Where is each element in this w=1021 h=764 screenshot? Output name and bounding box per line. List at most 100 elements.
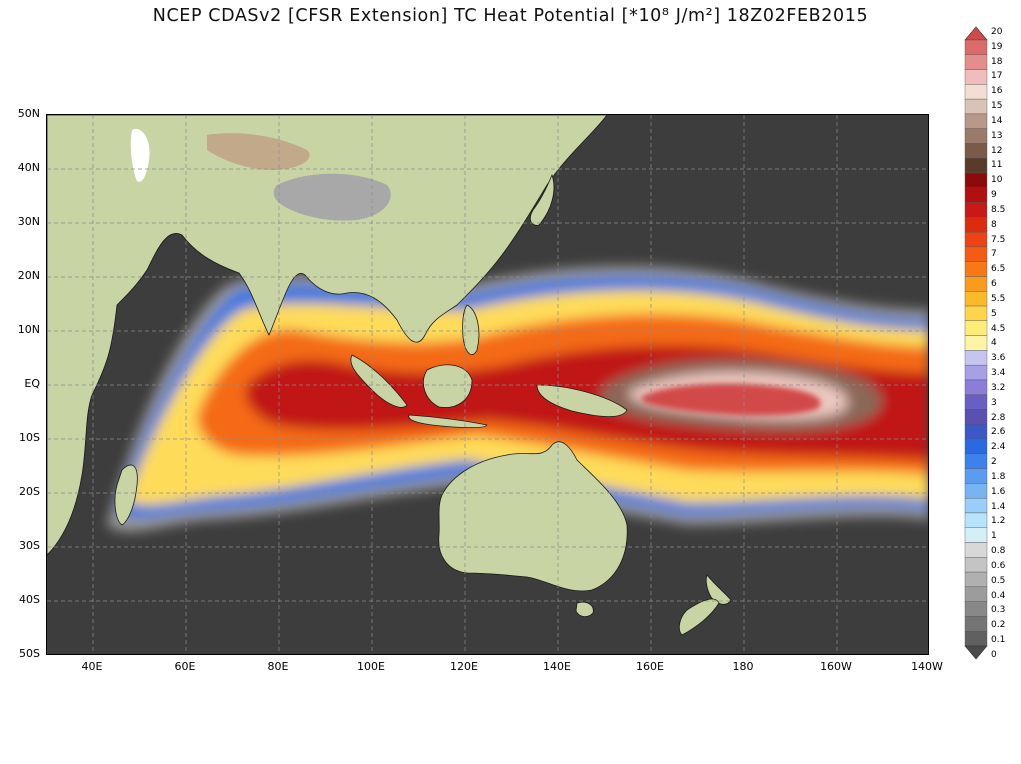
- colorbar-swatch: [964, 512, 988, 528]
- lat-label: 20S: [19, 485, 40, 498]
- colorbar-swatch: [964, 438, 988, 455]
- colorbar-tick-label: 0.4: [991, 590, 1006, 601]
- colorbar-tick-label: 20: [991, 27, 1003, 37]
- lat-label: 20N: [17, 269, 40, 282]
- colorbar-swatch: [964, 187, 988, 203]
- lon-label: 140E: [543, 660, 571, 673]
- tasmania: [575, 601, 594, 617]
- sumatra: [350, 354, 408, 408]
- colorbar-swatch: [964, 128, 988, 144]
- colorbar-swatch: [964, 246, 988, 262]
- colorbar-swatch: [964, 527, 988, 543]
- max-heat-core: [641, 383, 821, 416]
- colorbar-swatch: [964, 379, 988, 395]
- colorbar-tick-label: 11: [991, 160, 1003, 171]
- colorbar-tick-label: 12: [991, 145, 1003, 156]
- colorbar-swatch: [964, 261, 988, 277]
- colorbar-swatch: [964, 453, 988, 469]
- colorbar-tick-label: 0.1: [991, 635, 1006, 646]
- graticule: [47, 115, 928, 654]
- new-guinea: [536, 384, 628, 417]
- colorbar-tick-label: 2.8: [991, 412, 1006, 423]
- colorbar-tick-label: 1.6: [991, 486, 1006, 497]
- colorbar-swatch: [964, 350, 988, 366]
- java: [408, 414, 488, 429]
- colorbar-tick-label: 10: [991, 175, 1003, 186]
- colorbar-tick-label: 3: [991, 397, 997, 408]
- australia: [438, 441, 628, 592]
- colorbar-tick-label: 0: [991, 649, 997, 660]
- lon-label: 180: [732, 660, 754, 673]
- colorbar-swatch: [964, 84, 988, 100]
- colorbar-tick-label: 4.5: [991, 323, 1006, 334]
- colorbar-swatch: [964, 394, 988, 410]
- colorbar-swatch: [964, 364, 988, 381]
- colorbar-tick-label: 5.5: [991, 293, 1006, 304]
- colorbar-swatch: [964, 202, 988, 218]
- colorbar-tick-label: 18: [991, 56, 1003, 67]
- colorbar-swatch: [964, 305, 988, 322]
- colorbar-tick-label: 0.2: [991, 620, 1006, 631]
- eurasia-africa-land: [47, 115, 608, 556]
- colorbar-swatch: [964, 98, 988, 115]
- lon-label: 40E: [81, 660, 103, 673]
- colorbar-tick-label: 1.8: [991, 471, 1006, 482]
- lat-label: 10S: [19, 431, 40, 444]
- colorbar-tick-label: 8: [991, 219, 997, 230]
- colorbar-tick-label: 7.5: [991, 234, 1006, 245]
- colorbar-swatch: [964, 231, 988, 248]
- map-panel: [46, 114, 929, 655]
- colorbar-swatch: [964, 497, 988, 514]
- lon-label: 160W: [820, 660, 852, 673]
- colorbar-swatch: [964, 483, 988, 499]
- borneo: [423, 364, 473, 408]
- lon-label: 140W: [911, 660, 943, 673]
- colorbar-swatch: [964, 571, 988, 588]
- colorbar-tick-label: 8.5: [991, 204, 1006, 215]
- colorbar-tick-label: 0.6: [991, 560, 1006, 571]
- colorbar-tick-label: 2.4: [991, 442, 1006, 453]
- colorbar-tick-label: 2: [991, 457, 997, 468]
- colorbar-tick-label: 0.3: [991, 605, 1006, 616]
- heat-potential-map: [47, 115, 928, 654]
- colorbar-tick-label: 15: [991, 101, 1003, 112]
- lat-label: 50S: [19, 647, 40, 660]
- madagascar: [114, 464, 138, 526]
- lat-label: 40N: [17, 161, 40, 174]
- colorbar-tick-label: 5: [991, 308, 997, 319]
- colorbar-swatch: [964, 172, 988, 189]
- colorbar-swatch: [964, 69, 988, 85]
- colorbar-tick-label: 3.6: [991, 353, 1006, 364]
- colorbar-tick-label: 13: [991, 130, 1003, 141]
- colorbar-tick-label: 9: [991, 190, 997, 201]
- colorbar-swatch: [964, 217, 988, 233]
- lon-label: 160E: [636, 660, 664, 673]
- mountains-tan: [207, 133, 310, 170]
- colorbar-swatch: [964, 601, 988, 617]
- colorbar-max-arrow: [964, 26, 988, 41]
- colorbar-tick-label: 6.5: [991, 264, 1006, 275]
- colorbar-tick-label: 16: [991, 86, 1003, 97]
- colorbar-tick-label: 2.6: [991, 427, 1006, 438]
- colorbar-swatch: [964, 276, 988, 292]
- lat-label: 40S: [19, 593, 40, 606]
- colorbar-swatch: [964, 424, 988, 440]
- lon-label: 100E: [357, 660, 385, 673]
- colorbar-tick-label: 1.4: [991, 501, 1006, 512]
- lon-label: 80E: [267, 660, 289, 673]
- lon-label: 60E: [174, 660, 196, 673]
- lat-label: 10N: [17, 323, 40, 336]
- colorbar-swatch: [964, 158, 988, 174]
- lat-label: 30S: [19, 539, 40, 552]
- colorbar-swatch: [964, 631, 988, 647]
- lat-label: EQ: [24, 377, 40, 390]
- colorbar-swatch: [964, 320, 988, 336]
- heat-core: [641, 383, 821, 416]
- colorbar-swatch: [964, 113, 988, 129]
- colorbar-tick-label: 4: [991, 338, 997, 349]
- colorbar-tick-label: 3.2: [991, 382, 1006, 393]
- colorbar-tick-label: 7: [991, 249, 997, 260]
- lon-label: 120E: [450, 660, 478, 673]
- colorbar-swatch: [964, 616, 988, 632]
- colorbar-swatch: [964, 39, 988, 55]
